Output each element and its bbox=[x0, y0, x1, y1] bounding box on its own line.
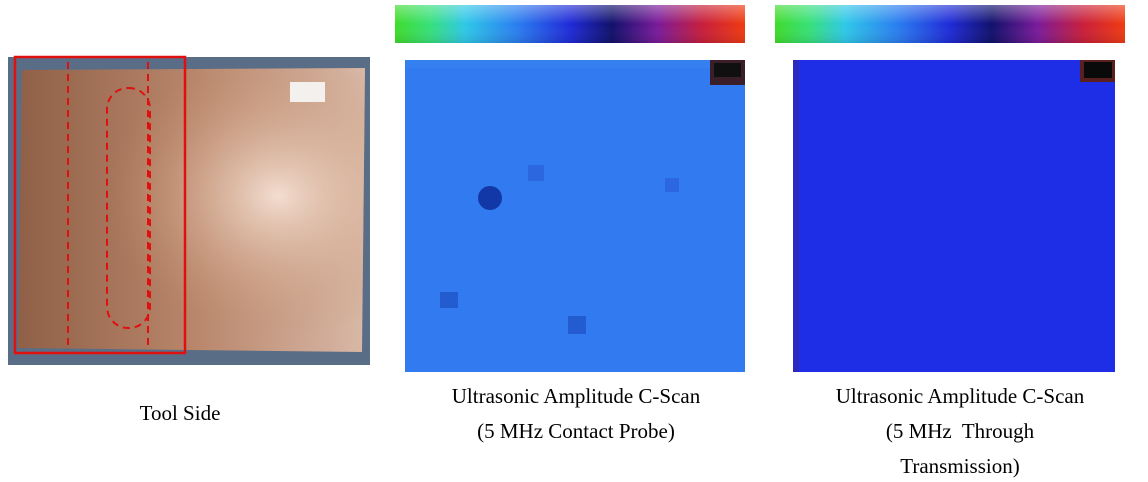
color-bar bbox=[775, 5, 1125, 43]
caption: (5 MHz Contact Probe) bbox=[477, 419, 675, 443]
caption: (5 MHz Through bbox=[886, 419, 1035, 443]
caption: Transmission) bbox=[900, 454, 1019, 478]
caption: Ultrasonic Amplitude C-Scan bbox=[452, 384, 701, 408]
photo-tool-side bbox=[8, 57, 370, 365]
c-scan-contact bbox=[405, 60, 745, 372]
caption: Ultrasonic Amplitude C-Scan bbox=[836, 384, 1085, 408]
c-scan-through bbox=[793, 60, 1115, 372]
color-bar bbox=[395, 5, 745, 43]
page: Tool Side Ultrasonic Amplitude C-Scan (5… bbox=[0, 0, 1148, 482]
caption: Tool Side bbox=[140, 401, 221, 425]
figure: Tool Side Ultrasonic Amplitude C-Scan (5… bbox=[0, 0, 1148, 482]
